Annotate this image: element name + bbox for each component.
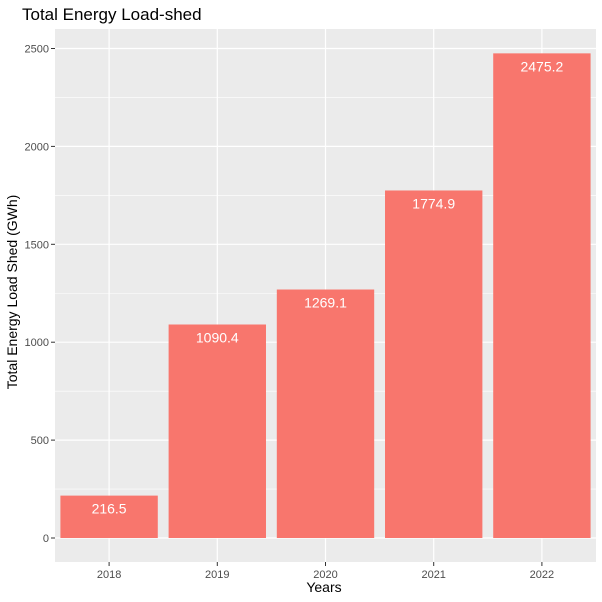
x-tick-label: 2018: [97, 569, 121, 581]
x-tick-label: 2020: [313, 569, 337, 581]
y-tick-label: 500: [31, 435, 49, 447]
bar-2021: [385, 190, 483, 538]
bar-value-label: 1269.1: [304, 295, 347, 311]
x-tick-label: 2019: [205, 569, 229, 581]
bar-2018: [60, 495, 158, 538]
y-tick-label: 1000: [25, 337, 49, 349]
x-axis-title: Years: [306, 579, 341, 595]
x-tick-label: 2021: [421, 569, 445, 581]
y-axis: 0 500 1000 1500 2000 2500: [25, 44, 55, 545]
x-tick-label: 2022: [530, 569, 554, 581]
x-axis: 2018 2019 2020 2021 2022: [97, 562, 554, 581]
y-axis-title: Total Energy Load Shed (GWh): [4, 195, 20, 390]
bar-value-label: 1090.4: [196, 329, 239, 345]
y-tick-label: 2500: [25, 44, 49, 56]
bar-value-label: 216.5: [92, 501, 127, 517]
bar-data-labels: 216.5 1090.4 1269.1 1774.9 2475.2: [92, 58, 564, 516]
bar-2022: [493, 53, 591, 539]
bar-2019: [168, 324, 266, 538]
bars: [60, 53, 591, 539]
y-tick-label: 2000: [25, 141, 49, 153]
bar-value-label: 2475.2: [520, 58, 563, 74]
chart-title: Total Energy Load-shed: [22, 5, 202, 24]
bar-2020: [276, 289, 375, 538]
bar-value-label: 1774.9: [412, 195, 455, 211]
y-tick-label: 1500: [25, 239, 49, 251]
y-tick-label: 0: [43, 533, 49, 545]
